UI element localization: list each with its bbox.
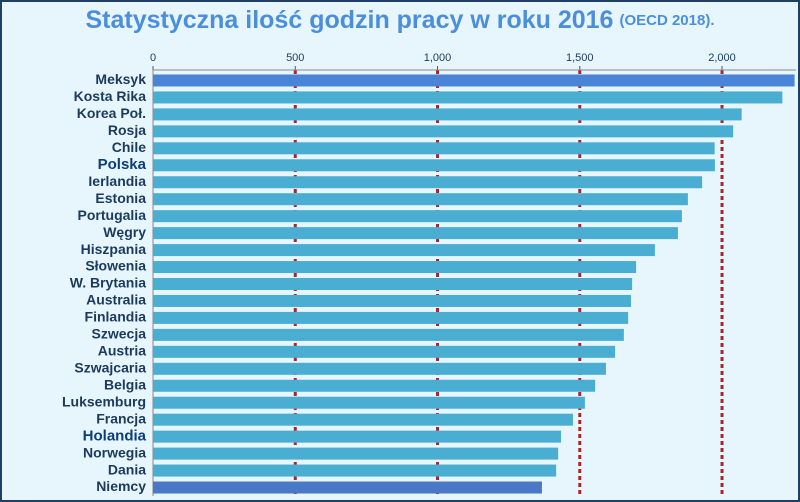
bar	[153, 142, 715, 155]
y-tick-label: W. Brytania	[70, 275, 146, 291]
y-tick-label: Korea Poł.	[77, 105, 146, 121]
bar	[153, 447, 559, 460]
x-tick-label: 1,500	[566, 52, 594, 64]
bar	[153, 91, 783, 104]
chart-subtitle: (OECD 2018).	[619, 12, 714, 29]
title-group: Statystyczna ilość godzin pracy w roku 2…	[85, 6, 714, 34]
y-tick-label: Niemcy	[96, 478, 146, 494]
bar	[153, 278, 633, 290]
y-tick-label: Chile	[112, 139, 146, 155]
x-tick-label: 1,000	[424, 52, 452, 64]
y-tick-label: Dania	[108, 461, 146, 477]
bar	[153, 362, 606, 375]
bar	[153, 396, 585, 409]
bar	[153, 328, 624, 341]
y-tick-label: Finlandia	[85, 309, 147, 325]
bar	[153, 464, 557, 477]
y-tick-label: Belgia	[104, 376, 146, 392]
y-tick-label: Hiszpania	[81, 241, 147, 257]
x-tick-label: 0	[150, 52, 156, 64]
bar	[153, 430, 561, 443]
y-tick-label: Szwecja	[92, 326, 147, 342]
bar	[153, 311, 629, 324]
bar	[153, 74, 795, 87]
y-tick-label: Szwajcaria	[74, 360, 146, 376]
bar	[153, 294, 631, 307]
y-tick-label: Słowenia	[85, 258, 146, 274]
bar	[153, 227, 678, 240]
bar	[153, 193, 688, 206]
bar	[153, 159, 715, 172]
x-tick-label: 2,000	[708, 52, 736, 64]
bar	[153, 413, 573, 426]
y-tick-label: Portugalia	[78, 207, 147, 223]
y-tick-label: Ierlandia	[88, 173, 146, 189]
bar	[153, 176, 703, 189]
bar	[153, 261, 637, 274]
bar	[153, 125, 734, 138]
y-tick-label: Meksyk	[95, 71, 146, 87]
y-tick-label: Austria	[98, 343, 146, 359]
bar	[153, 379, 596, 392]
y-tick-label: Polska	[98, 156, 147, 173]
y-tick-label: Holandia	[83, 428, 147, 445]
y-tick-label: Estonia	[95, 190, 146, 206]
y-tick-label: Francja	[96, 410, 146, 426]
bar	[153, 108, 742, 121]
chart-title: Statystyczna ilość godzin pracy w roku 2…	[85, 6, 613, 34]
y-tick-label: Kosta Rika	[74, 88, 147, 104]
y-tick-label: Rosja	[108, 122, 146, 138]
y-tick-label: Australia	[86, 292, 146, 308]
y-tick-label: Węgry	[103, 224, 146, 240]
y-tick-label: Luksemburg	[62, 393, 146, 409]
bar	[153, 481, 542, 494]
bar	[153, 345, 616, 358]
x-tick-label: 500	[286, 52, 304, 64]
bar	[153, 210, 682, 223]
bar	[153, 244, 655, 257]
y-tick-label: Norwegia	[83, 444, 146, 460]
